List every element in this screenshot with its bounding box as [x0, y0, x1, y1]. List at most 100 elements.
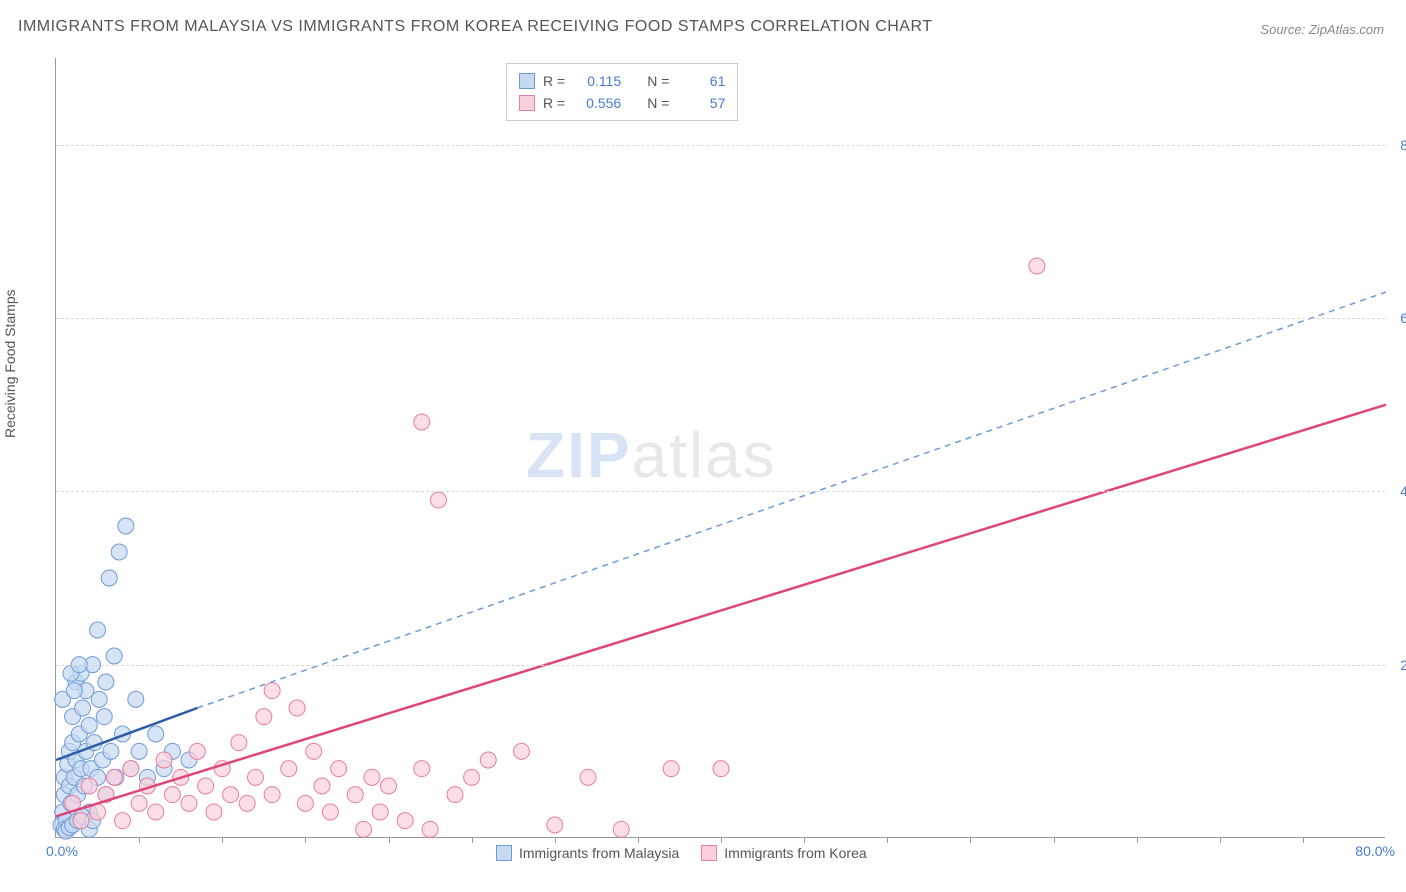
scatter-point: [414, 414, 430, 430]
gridline: [56, 491, 1385, 492]
scatter-point: [198, 778, 214, 794]
scatter-point: [306, 743, 322, 759]
scatter-point: [98, 674, 114, 690]
scatter-point: [480, 752, 496, 768]
scatter-point: [464, 769, 480, 785]
chart-title: IMMIGRANTS FROM MALAYSIA VS IMMIGRANTS F…: [18, 18, 933, 36]
scatter-point: [430, 492, 446, 508]
scatter-point: [248, 769, 264, 785]
scatter-point: [73, 813, 89, 829]
scatter-point: [1029, 258, 1045, 274]
scatter-point: [297, 795, 313, 811]
scatter-point: [414, 761, 430, 777]
series-legend: Immigrants from Malaysia Immigrants from…: [496, 845, 867, 861]
x-axis-tick-mark: [555, 837, 556, 843]
scatter-point: [356, 821, 372, 837]
scatter-point: [115, 813, 131, 829]
x-axis-tick-mark: [1220, 837, 1221, 843]
scatter-point: [422, 821, 438, 837]
scatter-point: [81, 778, 97, 794]
scatter-point: [322, 804, 338, 820]
trend-line-dashed: [197, 292, 1386, 708]
source-name: ZipAtlas.com: [1309, 22, 1384, 37]
scatter-point: [101, 570, 117, 586]
scatter-point: [281, 761, 297, 777]
scatter-point: [289, 700, 305, 716]
scatter-point: [347, 787, 363, 803]
legend-item-malaysia: Immigrants from Malaysia: [496, 845, 679, 861]
x-axis-tick-mark: [1054, 837, 1055, 843]
y-axis-tick-label: 60.0%: [1400, 310, 1406, 326]
legend-swatch-pink: [701, 845, 717, 861]
x-axis-tick-mark: [1137, 837, 1138, 843]
y-axis-tick-label: 20.0%: [1400, 657, 1406, 673]
scatter-point: [81, 717, 97, 733]
x-axis-tick-80: 80.0%: [1355, 843, 1395, 859]
scatter-point: [156, 752, 172, 768]
legend-label-malaysia: Immigrants from Malaysia: [519, 845, 679, 861]
scatter-point: [189, 743, 205, 759]
gridline: [56, 318, 1385, 319]
x-axis-tick-mark: [222, 837, 223, 843]
scatter-point: [123, 761, 139, 777]
scatter-point: [264, 787, 280, 803]
scatter-point: [111, 544, 127, 560]
gridline: [56, 665, 1385, 666]
source-label: Source:: [1260, 22, 1305, 37]
legend-item-korea: Immigrants from Korea: [701, 845, 866, 861]
scatter-point: [331, 761, 347, 777]
scatter-point: [66, 683, 82, 699]
scatter-point: [231, 735, 247, 751]
x-axis-tick-mark: [139, 837, 140, 843]
scatter-point: [613, 821, 629, 837]
scatter-point: [118, 518, 134, 534]
scatter-point: [206, 804, 222, 820]
x-axis-tick-mark: [970, 837, 971, 843]
scatter-point: [372, 804, 388, 820]
scatter-point: [106, 769, 122, 785]
x-axis-tick-mark: [472, 837, 473, 843]
scatter-point: [131, 795, 147, 811]
scatter-point: [148, 804, 164, 820]
gridline: [56, 145, 1385, 146]
x-axis-tick-mark: [887, 837, 888, 843]
scatter-point: [663, 761, 679, 777]
x-axis-tick-0: 0.0%: [46, 843, 78, 859]
source-attribution: Source: ZipAtlas.com: [1260, 22, 1384, 37]
x-axis-tick-mark: [638, 837, 639, 843]
y-axis-label: Receiving Food Stamps: [2, 289, 18, 438]
scatter-point: [106, 648, 122, 664]
x-axis-tick-mark: [305, 837, 306, 843]
scatter-point: [239, 795, 255, 811]
scatter-point: [90, 622, 106, 638]
scatter-point: [447, 787, 463, 803]
scatter-point: [131, 743, 147, 759]
scatter-point: [128, 691, 144, 707]
x-axis-tick-mark: [389, 837, 390, 843]
scatter-point: [264, 683, 280, 699]
scatter-point: [223, 787, 239, 803]
y-axis-tick-label: 80.0%: [1400, 137, 1406, 153]
x-axis-tick-mark: [1303, 837, 1304, 843]
trend-line-solid: [56, 405, 1386, 817]
scatter-point: [381, 778, 397, 794]
x-axis-tick-mark: [721, 837, 722, 843]
scatter-point: [547, 817, 563, 833]
scatter-point: [314, 778, 330, 794]
y-axis-tick-label: 40.0%: [1400, 483, 1406, 499]
scatter-point: [364, 769, 380, 785]
scatter-point: [148, 726, 164, 742]
scatter-point: [514, 743, 530, 759]
scatter-point: [103, 743, 119, 759]
scatter-point: [181, 795, 197, 811]
legend-swatch-blue: [496, 845, 512, 861]
legend-label-korea: Immigrants from Korea: [724, 845, 866, 861]
plot-area: ZIPatlas 0.0% 80.0% R = 0.115 N = 61 R =…: [55, 58, 1385, 838]
scatter-point: [96, 709, 112, 725]
scatter-point: [164, 787, 180, 803]
scatter-point: [91, 691, 107, 707]
plot-svg: [56, 58, 1385, 837]
x-axis-tick-mark: [804, 837, 805, 843]
scatter-point: [713, 761, 729, 777]
scatter-point: [256, 709, 272, 725]
